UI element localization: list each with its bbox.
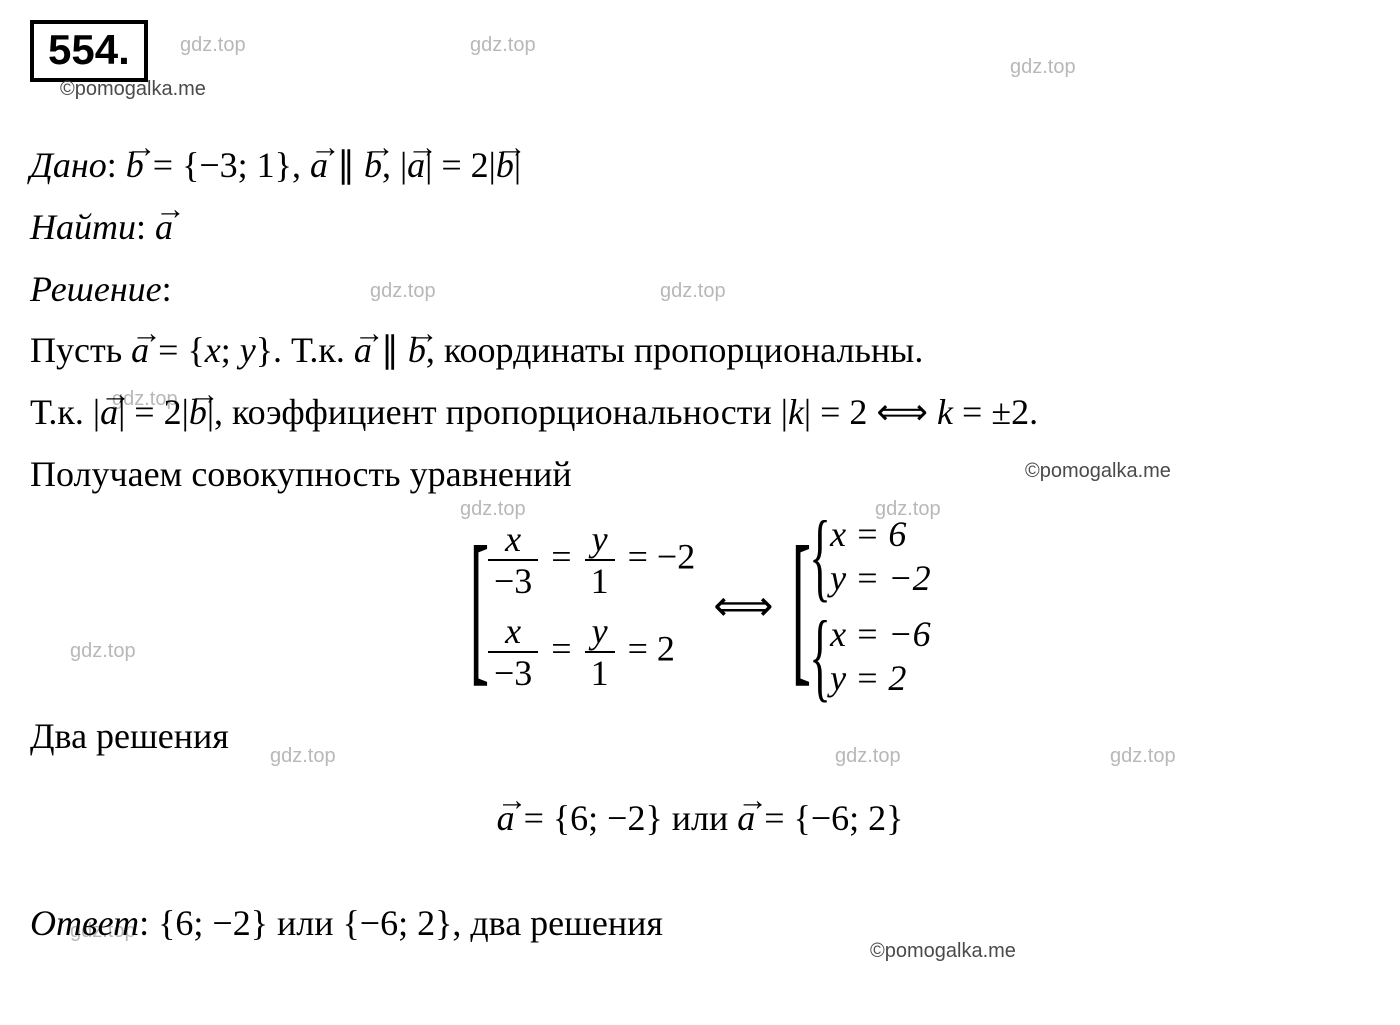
var-y: y	[240, 330, 256, 370]
page-root: 554. Дано: b = {−3; 1}, a ∥ b, |a| = 2|b…	[0, 0, 1400, 1025]
vector-b2: b	[364, 145, 382, 185]
vec-b-mod: b	[189, 392, 207, 432]
var-k: k	[788, 392, 804, 432]
vector-a-mag: a	[407, 145, 425, 185]
eq-2: = 2	[619, 628, 675, 668]
body2-d: | = 2 ⟺	[804, 392, 937, 432]
frac-y-1-2: y 1	[585, 613, 615, 691]
vector-b-mag: b	[496, 145, 514, 185]
eq-join-1: =	[542, 536, 580, 576]
res-a: = {6; −2} или	[515, 798, 738, 838]
brace-1: {	[809, 517, 831, 595]
body2-e: = ±2.	[953, 392, 1038, 432]
eq-row-1: x −3 = y 1 = −2	[484, 521, 695, 599]
two-solutions-line: Два решения	[30, 709, 1370, 765]
eq-neg2: = −2	[619, 536, 696, 576]
sub-system-2: { x = −6 y = 2	[806, 613, 931, 699]
problem-number: 554.	[30, 20, 148, 82]
brace-2: {	[809, 617, 831, 695]
body1-a: Пусть	[30, 330, 131, 370]
vec-a-mod: a	[100, 392, 118, 432]
sub-col-2: x = −6 y = 2	[830, 613, 931, 699]
watermark: gdz.top	[1010, 56, 1076, 79]
sub-col-1: x = 6 y = −2	[830, 513, 931, 599]
sol-b1: x = −6	[830, 613, 931, 655]
vec-a-assume: a	[131, 330, 149, 370]
frac-den: −3	[488, 559, 538, 599]
sol-a1: x = 6	[830, 513, 931, 555]
body1-d: }. Т.к.	[256, 330, 354, 370]
frac-den2: −3	[488, 651, 538, 691]
answer-text: : {6; −2} или {−6; 2}, два решения	[139, 903, 663, 943]
left-system-col: x −3 = y 1 = −2 x −3 = y 1 = 2	[484, 521, 695, 691]
watermark: gdz.top	[470, 34, 536, 57]
vector-a-find: a	[155, 207, 173, 247]
frac-num: x	[499, 521, 527, 559]
given-label: Дано	[30, 145, 107, 185]
answer-line: Ответ: {6; −2} или {−6; 2}, два решения	[30, 896, 1370, 952]
vec-a-res1: a	[497, 798, 515, 838]
var-x: x	[205, 330, 221, 370]
result-line: a = {6; −2} или a = {−6; 2}	[30, 791, 1370, 847]
frac-den-1: 1	[585, 559, 615, 599]
body-line-1: Пусть a = {x; y}. Т.к. a ∥ b, координаты…	[30, 323, 1370, 379]
equation-system: [ x −3 = y 1 = −2 x −3 = y 1 = 2	[30, 513, 1370, 699]
answer-label: Ответ	[30, 903, 139, 943]
frac-num-y2: y	[586, 613, 614, 651]
find-line: Найти: a	[30, 200, 1370, 256]
body-line-2: Т.к. |a| = 2|b|, коэффициент пропорциона…	[30, 385, 1370, 441]
vector-a: a	[310, 145, 328, 185]
given-line: Дано: b = {−3; 1}, a ∥ b, |a| = 2|b|	[30, 138, 1370, 194]
sub-system-1: { x = 6 y = −2	[806, 513, 931, 599]
frac-x-neg3-1: x −3	[488, 521, 538, 599]
left-union-bracket: [	[470, 534, 490, 679]
body-line-3: Получаем совокупность уравнений	[30, 447, 1370, 503]
right-system-col: { x = 6 y = −2 { x = −6 y = 2	[806, 513, 931, 699]
res-b: = {−6; 2}	[755, 798, 903, 838]
body2-a: Т.к. |	[30, 392, 100, 432]
given-b-coords: = {−3; 1},	[144, 145, 310, 185]
body1-c: ;	[221, 330, 240, 370]
eq-row-2: x −3 = y 1 = 2	[484, 613, 695, 691]
vec-a-par: a	[354, 330, 372, 370]
iff-symbol: ⟺	[713, 581, 773, 631]
solution-label-line: Решение:	[30, 262, 1370, 318]
watermark: gdz.top	[180, 34, 246, 57]
vector-b: b	[126, 145, 144, 185]
vec-a-res2: a	[737, 798, 755, 838]
body1-f: , координаты пропорциональны.	[426, 330, 923, 370]
var-k2: k	[937, 392, 953, 432]
frac-y-1-1: y 1	[585, 521, 615, 599]
vec-b-par: b	[408, 330, 426, 370]
frac-num-y: y	[586, 521, 614, 559]
frac-den-12: 1	[585, 651, 615, 691]
frac-x-neg3-2: x −3	[488, 613, 538, 691]
frac-num2: x	[499, 613, 527, 651]
eq-join-2: =	[542, 628, 580, 668]
sol-a2: y = −2	[830, 557, 931, 599]
solution-label: Решение	[30, 269, 162, 309]
find-label: Найти	[30, 207, 136, 247]
body2-c: |, коэффициент пропорциональности |	[207, 392, 788, 432]
sol-b2: y = 2	[830, 657, 931, 699]
